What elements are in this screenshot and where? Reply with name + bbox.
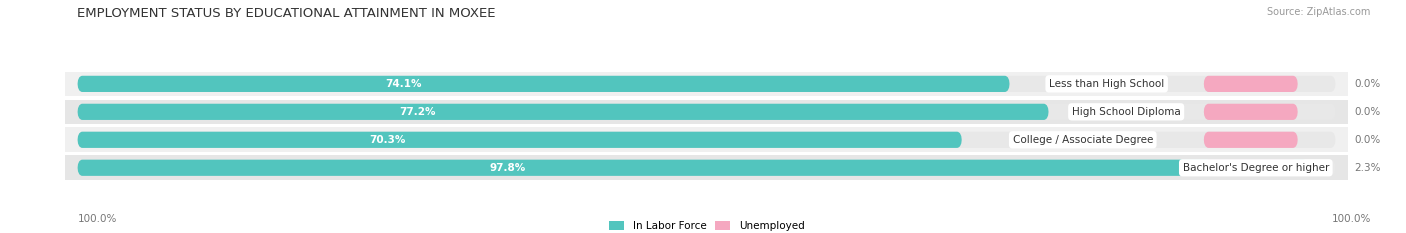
Text: 77.2%: 77.2%: [399, 107, 436, 117]
Bar: [65, 127, 1348, 152]
FancyBboxPatch shape: [77, 160, 1336, 176]
FancyBboxPatch shape: [77, 104, 1336, 120]
Text: 100.0%: 100.0%: [1331, 214, 1371, 224]
FancyBboxPatch shape: [77, 132, 962, 148]
Text: High School Diploma: High School Diploma: [1071, 107, 1181, 117]
Text: 74.1%: 74.1%: [385, 79, 422, 89]
Text: 100.0%: 100.0%: [77, 214, 117, 224]
Legend: In Labor Force, Unemployed: In Labor Force, Unemployed: [605, 217, 808, 233]
Text: Bachelor's Degree or higher: Bachelor's Degree or higher: [1182, 163, 1329, 173]
Text: Less than High School: Less than High School: [1049, 79, 1164, 89]
Text: 2.3%: 2.3%: [1354, 163, 1381, 173]
FancyBboxPatch shape: [1204, 160, 1298, 176]
FancyBboxPatch shape: [1204, 76, 1298, 92]
FancyBboxPatch shape: [1204, 104, 1298, 120]
Text: 0.0%: 0.0%: [1354, 79, 1381, 89]
Text: 0.0%: 0.0%: [1354, 135, 1381, 145]
Bar: [65, 155, 1348, 180]
Bar: [65, 99, 1348, 124]
FancyBboxPatch shape: [77, 76, 1336, 92]
Text: 0.0%: 0.0%: [1354, 107, 1381, 117]
Text: EMPLOYMENT STATUS BY EDUCATIONAL ATTAINMENT IN MOXEE: EMPLOYMENT STATUS BY EDUCATIONAL ATTAINM…: [77, 7, 496, 20]
FancyBboxPatch shape: [77, 132, 1336, 148]
FancyBboxPatch shape: [1204, 132, 1298, 148]
Text: College / Associate Degree: College / Associate Degree: [1012, 135, 1153, 145]
Text: 97.8%: 97.8%: [489, 163, 526, 173]
FancyBboxPatch shape: [77, 76, 1010, 92]
FancyBboxPatch shape: [77, 160, 1308, 176]
Bar: [65, 72, 1348, 96]
FancyBboxPatch shape: [77, 104, 1049, 120]
Text: 70.3%: 70.3%: [368, 135, 405, 145]
Text: Source: ZipAtlas.com: Source: ZipAtlas.com: [1267, 7, 1371, 17]
